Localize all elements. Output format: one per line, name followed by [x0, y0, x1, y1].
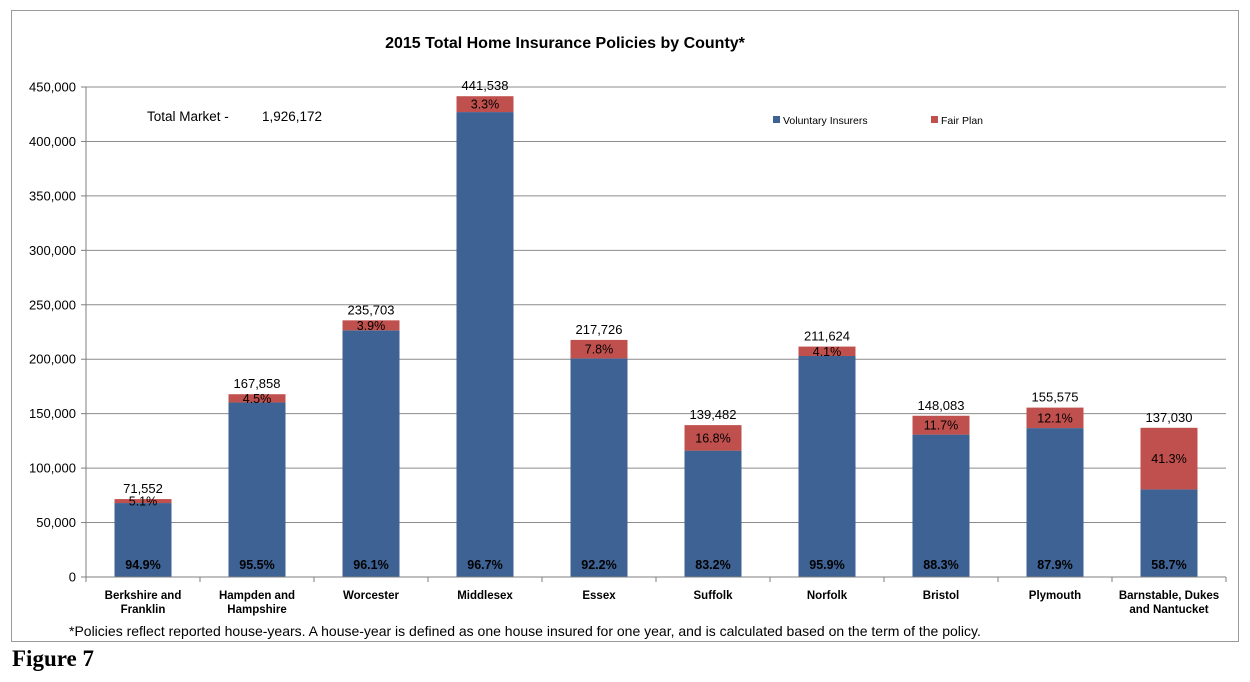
- label-total: 211,624: [804, 329, 850, 344]
- label-fair-plan-pct: 7.8%: [585, 343, 614, 357]
- label-fair-plan-pct: 12.1%: [1037, 411, 1072, 425]
- label-voluntary-pct: 87.9%: [1037, 558, 1072, 572]
- chart-frame: 2015 Total Home Insurance Policies by Co…: [11, 10, 1239, 642]
- x-axis-labels: Berkshire and Franklin Hampden and Hampshir…: [105, 590, 1220, 616]
- bars: [114, 96, 1198, 577]
- bar-fair-plan: [342, 320, 400, 331]
- label-total: 137,030: [1146, 410, 1193, 425]
- label-total: 148,083: [918, 398, 965, 413]
- label-voluntary-pct: 96.1%: [353, 558, 388, 572]
- bar-fair-plan: [1140, 427, 1198, 490]
- label-fair-plan-pct: 41.3%: [1151, 452, 1186, 466]
- label-fair-plan-pct: 16.8%: [695, 431, 730, 445]
- y-tick-label: 0: [69, 570, 76, 585]
- label-fair-plan-pct: 4.5%: [243, 392, 272, 406]
- label-total: 155,575: [1032, 390, 1079, 405]
- y-tick-label: 300,000: [29, 243, 76, 258]
- x-tick-label: Franklin: [121, 604, 166, 616]
- y-tick-label: 400,000: [29, 134, 76, 149]
- bar-fair-plan: [912, 415, 970, 435]
- bar-fair-plan: [570, 339, 628, 359]
- legend-swatch: [931, 116, 938, 123]
- bar-fair-plan: [456, 96, 514, 113]
- legend-label: Fair Plan: [941, 115, 983, 127]
- label-voluntary-pct: 94.9%: [125, 558, 160, 572]
- total-market-value: 1,926,172: [262, 109, 322, 124]
- label-fair-plan-pct: 4.1%: [813, 345, 842, 359]
- label-total: 139,482: [690, 407, 737, 422]
- y-tick-label: 350,000: [29, 188, 76, 203]
- x-tick-label: Barnstable, Dukes: [1119, 590, 1219, 602]
- label-voluntary-pct: 83.2%: [695, 558, 730, 572]
- total-market-label: Total Market -: [147, 109, 229, 124]
- bar-voluntary: [684, 450, 742, 577]
- legend-label: Voluntary Insurers: [783, 115, 868, 127]
- x-tick-label: Middlesex: [457, 590, 513, 602]
- label-total: 235,703: [348, 302, 395, 317]
- label-voluntary-pct: 58.7%: [1151, 558, 1186, 572]
- y-tick-label: 250,000: [29, 297, 76, 312]
- label-voluntary-pct: 95.9%: [809, 558, 844, 572]
- bar-voluntary: [1140, 489, 1198, 577]
- chart-svg: 2015 Total Home Insurance Policies by Co…: [29, 35, 1227, 639]
- x-tick-label: Hampden and: [219, 590, 295, 602]
- y-tick-label: 200,000: [29, 352, 76, 367]
- chart-title: 2015 Total Home Insurance Policies by Co…: [385, 35, 746, 52]
- label-voluntary-pct: 92.2%: [581, 558, 616, 572]
- bar-voluntary: [912, 434, 970, 577]
- label-total: 217,726: [576, 322, 623, 337]
- x-tick-label: Plymouth: [1029, 590, 1081, 602]
- legend: Voluntary Insurers Fair Plan: [773, 115, 983, 127]
- data-labels: 94.9% 5.1%71,552 95.5% 4.5%167,858 96.1% 3.9%…: [123, 78, 1192, 572]
- bar-voluntary: [342, 330, 400, 577]
- bar-fair-plan: [228, 394, 286, 403]
- x-tick-label: Worcester: [343, 590, 400, 602]
- bar-voluntary: [456, 112, 514, 577]
- footnote: *Policies reflect reported house-years. …: [69, 623, 981, 639]
- bar-voluntary: [228, 402, 286, 577]
- x-tick-label: Bristol: [923, 590, 959, 602]
- bar-fair-plan: [798, 346, 856, 357]
- label-voluntary-pct: 88.3%: [923, 558, 958, 572]
- label-voluntary-pct: 95.5%: [239, 558, 274, 572]
- figure-label: Figure 7: [12, 646, 94, 671]
- y-tick-label: 150,000: [29, 406, 76, 421]
- bar-fair-plan: [114, 499, 172, 504]
- bar-voluntary: [798, 356, 856, 577]
- axes: [85, 87, 1227, 582]
- label-fair-plan-pct: 3.9%: [357, 319, 386, 333]
- y-tick-label: 450,000: [29, 80, 76, 95]
- x-tick-label: Berkshire and: [105, 590, 182, 602]
- y-axis-ticks: 0 50,000 100,000 150,000 200,000 250,000 300,0…: [29, 80, 86, 585]
- label-voluntary-pct: 96.7%: [467, 558, 502, 572]
- label-total: 71,552: [123, 481, 163, 496]
- label-total: 167,858: [234, 376, 281, 391]
- bar-fair-plan: [684, 425, 742, 451]
- label-fair-plan-pct: 11.7%: [924, 419, 959, 433]
- bar-voluntary: [1026, 428, 1084, 577]
- x-tick-label: and Nantucket: [1129, 604, 1208, 616]
- y-tick-label: 50,000: [36, 515, 76, 530]
- bar-fair-plan: [1026, 407, 1084, 429]
- x-tick-label: Suffolk: [694, 590, 734, 602]
- x-tick-label: Hampshire: [227, 604, 286, 616]
- legend-swatch: [773, 116, 780, 123]
- y-tick-label: 100,000: [29, 461, 76, 476]
- label-fair-plan-pct: 3.3%: [471, 98, 500, 112]
- label-fair-plan-pct: 5.1%: [129, 495, 158, 509]
- bar-voluntary: [114, 503, 172, 577]
- total-market-annotation: Total Market - 1,926,172: [147, 109, 322, 124]
- x-tick-label: Norfolk: [807, 590, 848, 602]
- x-tick-label: Essex: [582, 590, 616, 602]
- label-total: 441,538: [462, 78, 509, 93]
- bar-voluntary: [570, 358, 628, 577]
